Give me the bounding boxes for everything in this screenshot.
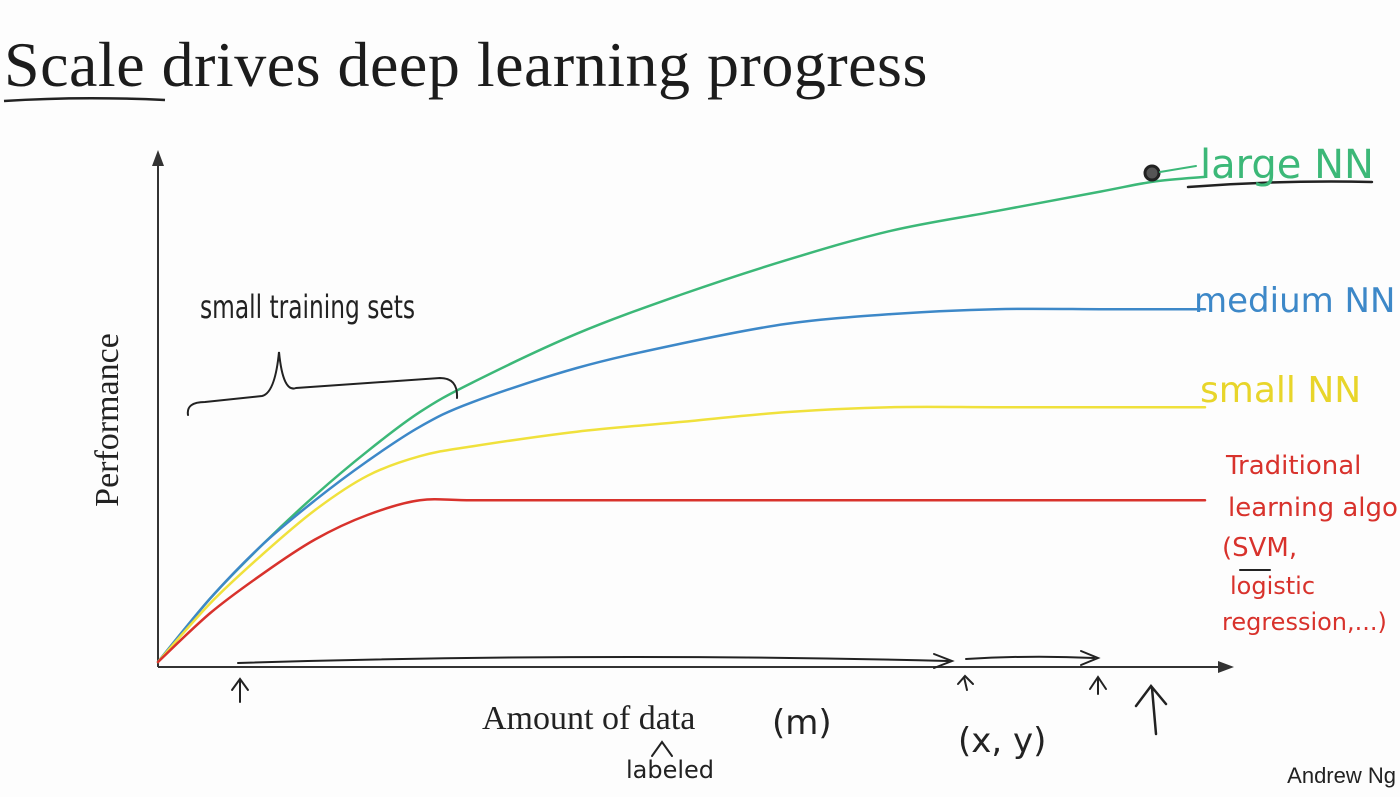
handwritten-annotations [186, 164, 1374, 757]
up-arrow-3 [1089, 675, 1107, 695]
label-small-sets: small training sets [200, 288, 415, 326]
series-line-2 [156, 405, 1207, 664]
x-axis-arrow [1218, 661, 1234, 673]
data-arrow-long-head [933, 653, 955, 669]
label-trad-2: learning algo [1228, 493, 1398, 523]
label-labeled: labeled [626, 756, 714, 784]
label-m: (m) [772, 703, 832, 743]
large-nn-pointer [1159, 165, 1197, 173]
slide-title: Scale drives deep learning progress [4, 28, 928, 102]
series-line-0 [156, 175, 1207, 664]
label-trad-4: logistic [1230, 572, 1315, 600]
label-medium-nn: medium NN [1194, 281, 1395, 321]
label-small-nn: small NN [1200, 370, 1361, 411]
large-nn-marker [1143, 164, 1161, 182]
axes [152, 150, 1234, 673]
title-underline [3, 96, 166, 103]
large-nn-underline [1186, 180, 1374, 189]
title-rest: drives deep learning progress [145, 29, 928, 100]
label-trad-1: Traditional [1225, 451, 1361, 481]
series-line-1 [156, 307, 1207, 664]
data-arrow-short [965, 655, 1095, 660]
up-arrow-1 [231, 677, 249, 703]
up-arrow-2 [957, 674, 974, 691]
label-trad-5: regression,...) [1222, 608, 1387, 636]
annotation-text: large NN medium NN small NN Traditional … [200, 142, 1398, 784]
title-scale-word: Scale [4, 29, 146, 100]
data-arrow-long [237, 655, 949, 664]
data-arrow-short-head [1080, 650, 1101, 666]
series-line-3 [156, 497, 1207, 664]
up-arrow-4 [1134, 683, 1168, 736]
small-sets-brace [186, 351, 459, 416]
label-xy: (x, y) [958, 721, 1046, 761]
labeled-caret [651, 740, 673, 757]
label-trad-3: (SVM, [1222, 533, 1297, 563]
series-group [156, 175, 1207, 664]
author-credit: Andrew Ng [1287, 763, 1396, 788]
x-axis-label: Amount of data [482, 700, 696, 737]
y-axis-arrow [152, 150, 164, 166]
label-large-nn: large NN [1200, 142, 1374, 188]
